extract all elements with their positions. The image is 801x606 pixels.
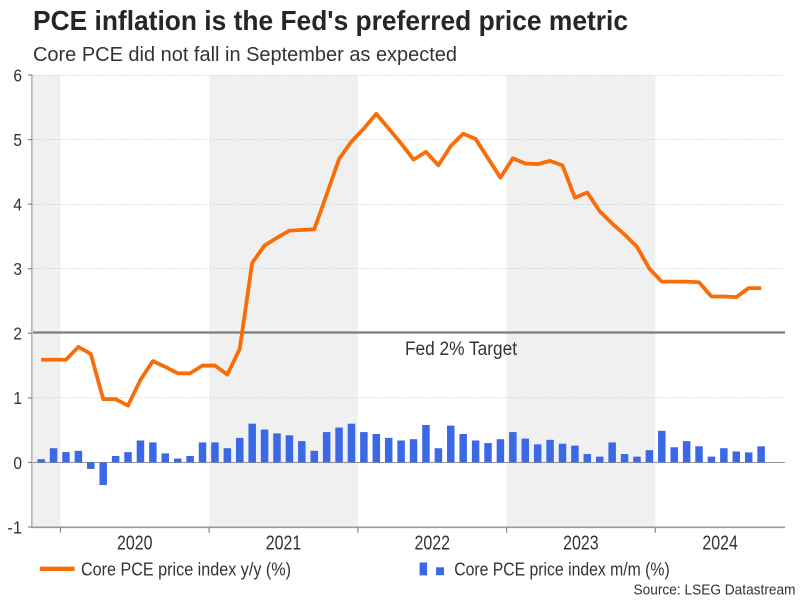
svg-text:1: 1 [13,388,22,408]
svg-text:Core PCE did not fall in Septe: Core PCE did not fall in September as ex… [33,44,457,66]
svg-text:5: 5 [13,130,22,150]
svg-text:2: 2 [13,324,22,344]
svg-text:Fed 2% Target: Fed 2% Target [405,339,518,360]
svg-text:4: 4 [13,195,22,215]
svg-text:2022: 2022 [414,532,450,555]
svg-text:2024: 2024 [702,532,738,555]
svg-text:3: 3 [13,259,22,279]
svg-text:PCE inflation is the Fed's pre: PCE inflation is the Fed's preferred pri… [33,5,628,36]
svg-text:2020: 2020 [117,532,153,555]
svg-text:2023: 2023 [563,532,599,555]
svg-text:-1: -1 [7,517,22,537]
svg-text:6: 6 [13,65,22,85]
svg-text:2021: 2021 [266,532,302,555]
svg-text:Source: LSEG Datastream: Source: LSEG Datastream [634,583,796,599]
svg-text:0: 0 [13,453,22,473]
svg-text:Core PCE price index m/m (%): Core PCE price index m/m (%) [454,560,670,581]
svg-text:Core PCE price index y/y (%): Core PCE price index y/y (%) [81,560,291,581]
